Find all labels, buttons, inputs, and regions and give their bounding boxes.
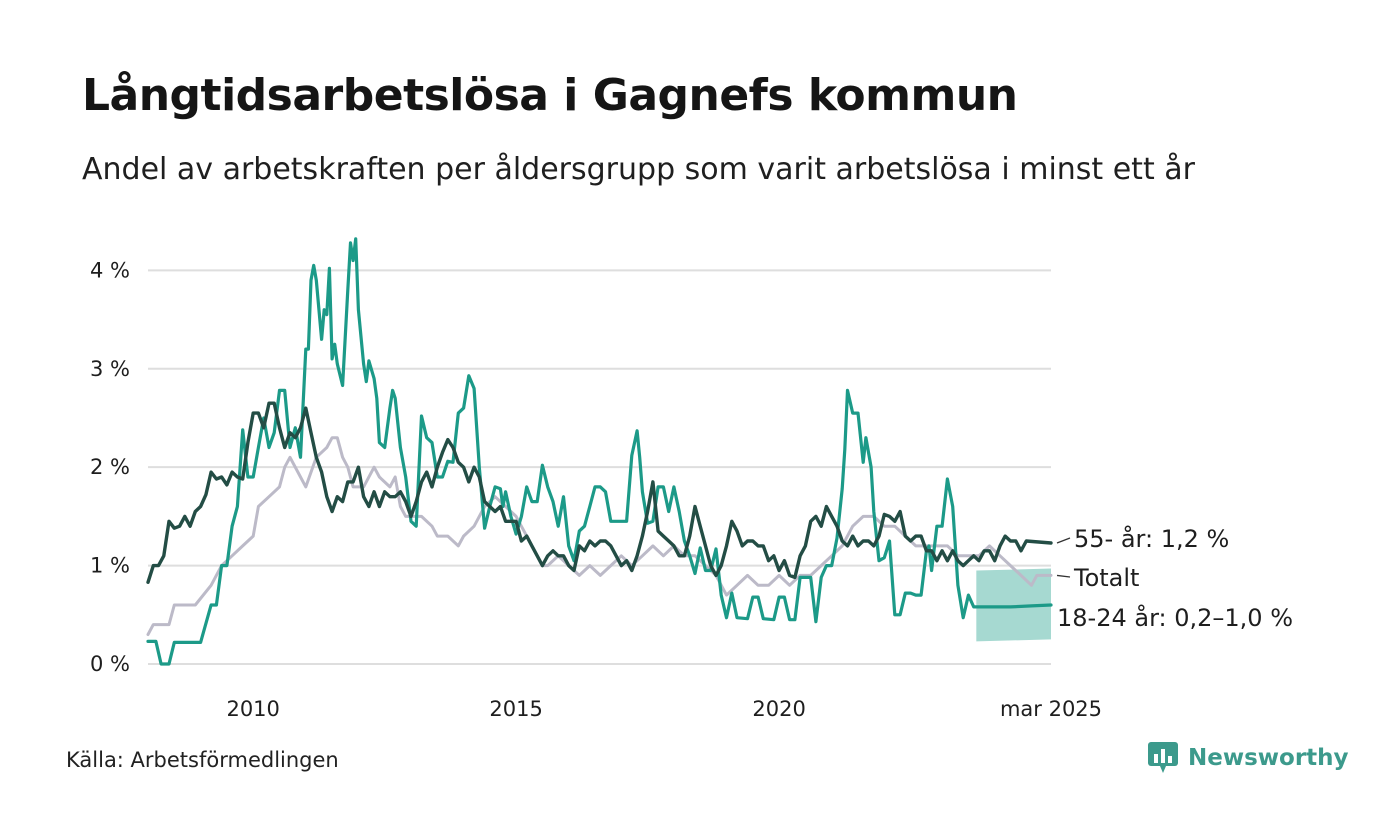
youth-series-label: 18-24 år: 0,2–1,0 % bbox=[1057, 603, 1293, 632]
senior-series-label: 55- år: 1,2 % bbox=[1074, 524, 1229, 553]
x-tick-label: 2015 bbox=[489, 697, 542, 721]
x-tick-label: mar 2025 bbox=[1000, 697, 1102, 721]
y-tick-label: 2 % bbox=[90, 455, 130, 479]
line-chart: 0 % 1 % 2 % 3 % 4 % 2010 2015 2020 mar 2025 Tot… bbox=[90, 237, 1293, 721]
series-lines bbox=[146, 237, 1053, 666]
y-tick-label: 3 % bbox=[90, 357, 130, 381]
y-tick-label: 1 % bbox=[90, 554, 130, 578]
y-axis-ticks: 0 % 1 % 2 % 3 % 4 % bbox=[90, 258, 130, 676]
y-tick-label: 0 % bbox=[90, 652, 130, 676]
chart-title: Långtidsarbetslösa i Gagnefs kommun bbox=[82, 70, 1018, 121]
y-tick-label: 4 % bbox=[90, 258, 130, 282]
bar-chart-icon bbox=[1148, 742, 1178, 773]
confidence-bands bbox=[976, 568, 1051, 642]
series-labels: Totalt 18-24 år: 0,2–1,0 % 55- år: 1,2 % bbox=[1056, 524, 1293, 632]
gridlines bbox=[148, 269, 1051, 665]
source-note: Källa: Arbetsförmedlingen bbox=[66, 748, 339, 772]
total-label-connector bbox=[1056, 574, 1071, 578]
brand-logo: Newsworthy bbox=[1148, 742, 1349, 774]
youth-series-line bbox=[146, 237, 1053, 666]
chart-subtitle: Andel av arbetskraften per åldersgrupp s… bbox=[82, 152, 1195, 187]
senior-label-connector bbox=[1056, 537, 1071, 544]
youth-range-band bbox=[976, 568, 1051, 642]
x-axis-ticks: 2010 2015 2020 mar 2025 bbox=[226, 697, 1102, 721]
brand-name: Newsworthy bbox=[1188, 745, 1349, 771]
x-tick-label: 2020 bbox=[752, 697, 805, 721]
x-tick-label: 2010 bbox=[226, 697, 279, 721]
senior-series-line bbox=[146, 401, 1053, 584]
total-series-label: Totalt bbox=[1073, 564, 1139, 592]
